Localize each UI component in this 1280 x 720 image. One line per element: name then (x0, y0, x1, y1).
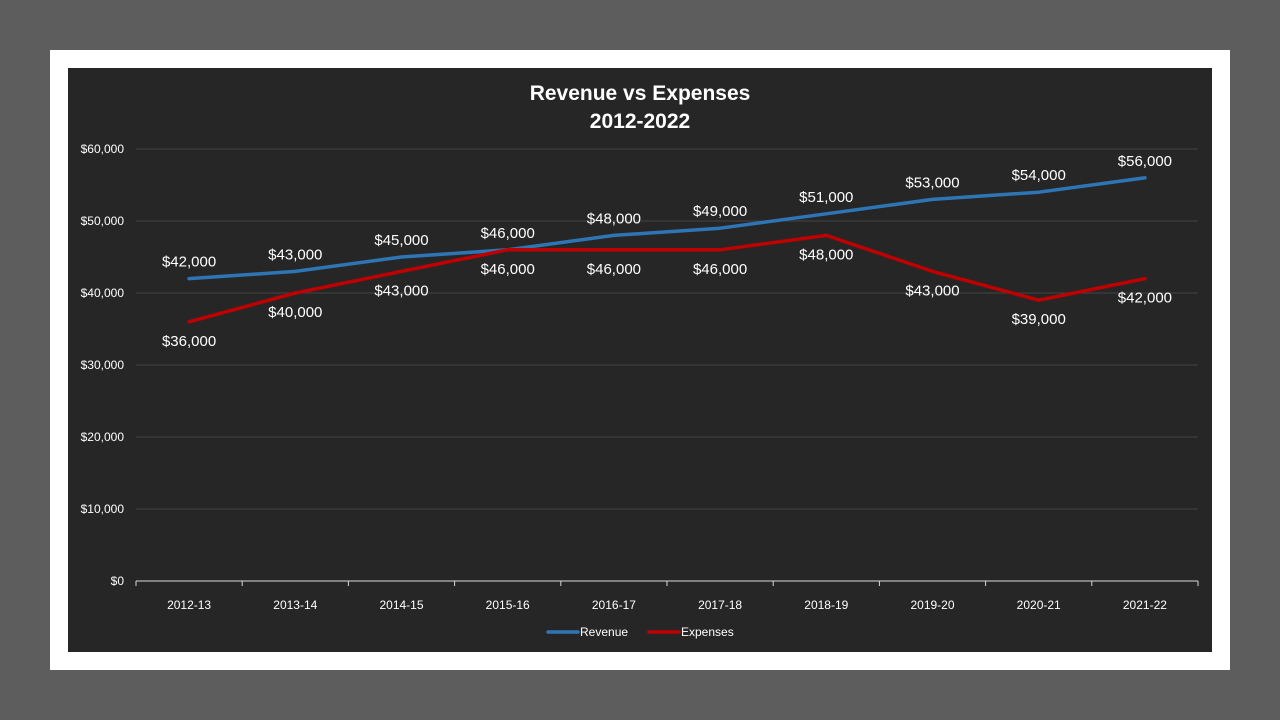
chart-title: Revenue vs Expenses (530, 82, 751, 105)
data-label-revenue: $46,000 (481, 225, 535, 242)
y-tick-label: $30,000 (81, 358, 125, 372)
series-line-revenue (187, 176, 1147, 281)
x-tick-label: 2021-22 (1123, 598, 1167, 612)
data-label-revenue: $54,000 (1012, 167, 1066, 184)
data-label-revenue: $51,000 (799, 189, 853, 206)
data-label-expenses: $36,000 (162, 333, 216, 350)
data-label-revenue: $48,000 (587, 210, 641, 227)
x-tick-label: 2020-21 (1017, 598, 1061, 612)
y-tick-label: $40,000 (81, 286, 125, 300)
data-label-expenses: $46,000 (587, 261, 641, 278)
data-label-revenue: $53,000 (905, 174, 959, 191)
data-label-expenses: $48,000 (799, 246, 853, 263)
line-chart: Revenue vs Expenses 2012-2022 $0 $10,000 $20… (81, 82, 1199, 639)
legend-label-revenue: Revenue (580, 625, 628, 639)
x-tick-label: 2016-17 (592, 598, 636, 612)
data-label-expenses: $42,000 (1118, 290, 1172, 307)
data-label-expenses: $39,000 (1012, 311, 1066, 328)
data-label-expenses: $40,000 (268, 304, 322, 321)
y-tick-label: $0 (111, 574, 125, 588)
data-label-revenue: $43,000 (268, 246, 322, 263)
data-label-expenses: $46,000 (693, 261, 747, 278)
x-tick-label: 2015-16 (486, 598, 530, 612)
x-tick-label: 2014-15 (379, 598, 423, 612)
legend-label-expenses: Expenses (681, 625, 734, 639)
chart-area: Revenue vs Expenses 2012-2022 $0 $10,000 $20… (68, 68, 1212, 652)
y-tick-label: $60,000 (81, 142, 125, 156)
x-tick-label: 2013-14 (273, 598, 317, 612)
data-label-revenue: $56,000 (1118, 153, 1172, 170)
y-tick-label: $50,000 (81, 214, 125, 228)
data-label-revenue: $45,000 (374, 232, 428, 249)
y-tick-label: $20,000 (81, 430, 125, 444)
y-tick-label: $10,000 (81, 502, 125, 516)
data-label-expenses: $43,000 (374, 282, 428, 299)
x-tick-label: 2019-20 (910, 598, 954, 612)
data-label-revenue: $49,000 (693, 203, 747, 220)
chart-frame: Revenue vs Expenses 2012-2022 $0 $10,000 $20… (50, 50, 1230, 670)
data-label-revenue: $42,000 (162, 254, 216, 271)
x-tick-label: 2012-13 (167, 598, 211, 612)
x-tick-label: 2018-19 (804, 598, 848, 612)
x-tick-label: 2017-18 (698, 598, 742, 612)
data-label-expenses: $46,000 (481, 261, 535, 278)
chart-subtitle: 2012-2022 (590, 110, 690, 133)
data-label-expenses: $43,000 (905, 282, 959, 299)
series-line-expenses (187, 233, 1147, 324)
